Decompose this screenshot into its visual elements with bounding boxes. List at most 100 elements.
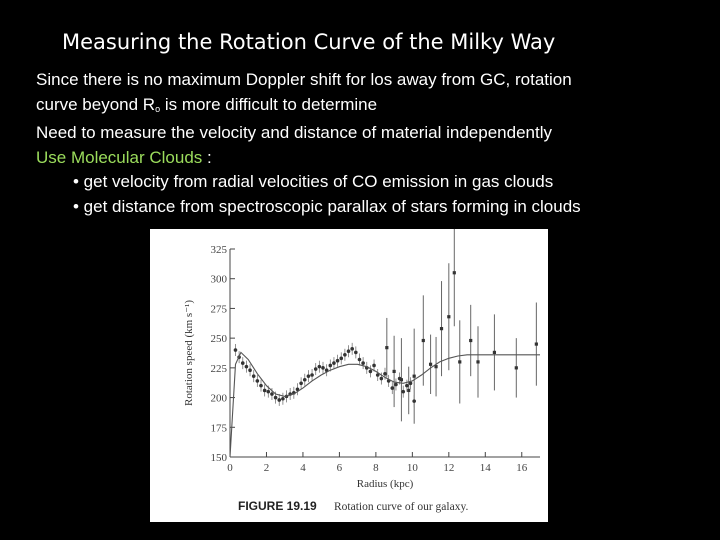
data-point (306, 374, 311, 378)
data-point (251, 374, 256, 378)
data-point (266, 389, 271, 394)
text-line-4-post: : (202, 147, 212, 167)
bullet-distance: • get distance from spectroscopic parall… (73, 196, 581, 216)
data-point (255, 379, 260, 383)
data-point (394, 382, 398, 387)
data-point (240, 361, 245, 365)
data-point (233, 348, 238, 352)
data-point (302, 377, 307, 382)
data-point (335, 358, 340, 363)
x-tick-label: 16 (516, 462, 528, 474)
data-point (412, 399, 416, 403)
text-line-2-post: is more difficult to determine (160, 94, 378, 114)
bullet-velocity: • get velocity from radial velocities of… (73, 172, 554, 191)
x-tick-label: 4 (300, 462, 306, 474)
error-bar-point (514, 366, 518, 370)
x-axis-label: Radius (kpc) (357, 478, 414, 490)
y-tick-label: 175 (211, 422, 228, 434)
data-point (281, 396, 285, 401)
error-bar-point (428, 362, 433, 366)
text-line-4: Use Molecular Clouds : (36, 146, 716, 171)
text-line-2-pre: curve beyond R (36, 94, 156, 114)
x-tick-label: 8 (373, 462, 379, 474)
error-bar-point (476, 360, 480, 364)
error-bar-point (392, 369, 396, 374)
y-tick-label: 275 (211, 303, 228, 315)
data-point (310, 373, 314, 377)
x-tick-label: 2 (264, 462, 270, 474)
error-bar-point (458, 360, 462, 364)
error-bar-point (412, 374, 416, 378)
y-tick-label: 250 (211, 333, 228, 345)
data-point (401, 389, 406, 394)
x-tick-label: 0 (227, 462, 233, 474)
chart-ticks: 150 175 200 225 250 275 300 325 0 2 4 6 8 10 12 14 16 (211, 244, 528, 474)
error-bar-point (407, 388, 411, 393)
highlight-molecular-clouds: Use Molecular Clouds (36, 147, 203, 167)
x-tick-label: 10 (407, 462, 419, 474)
data-point (328, 363, 333, 368)
slide-title: Measuring the Rotation Curve of the Milk… (62, 30, 556, 54)
y-tick-label: 300 (211, 274, 228, 286)
figure-number: FIGURE 19.19 (238, 499, 317, 513)
data-point (270, 392, 274, 396)
error-bar-point (452, 271, 456, 275)
chart-points (233, 342, 416, 408)
data-point (357, 357, 362, 362)
chart-error-bars (385, 229, 538, 424)
y-tick-label: 200 (211, 393, 228, 405)
y-tick-label: 325 (211, 244, 228, 256)
rotation-curve-chart: 150 175 200 225 250 275 300 325 0 2 4 6 8 10 12 14 16 Ra… (183, 229, 540, 513)
data-point (379, 376, 384, 381)
data-point (317, 364, 322, 369)
data-point (273, 395, 278, 400)
text-line-2: curve beyond Ro is more difficult to det… (36, 93, 716, 122)
error-bar-point (399, 378, 404, 382)
error-bar-point (447, 315, 451, 319)
error-bar-point (439, 327, 444, 331)
y-tick-label: 225 (211, 363, 228, 375)
data-point (408, 381, 413, 386)
text-line-3: Need to measure the velocity and distanc… (36, 123, 552, 142)
error-bar-point (534, 342, 538, 346)
data-point (343, 352, 347, 357)
error-bar-point (469, 338, 473, 343)
error-bar-point (421, 338, 425, 343)
data-point (339, 356, 344, 361)
data-point (405, 383, 409, 388)
data-point (383, 372, 387, 376)
data-point (350, 347, 354, 351)
text-line-1: Since there is no maximum Doppler shift … (36, 70, 572, 89)
rotation-curve-figure: 150 175 200 225 250 275 300 325 0 2 4 6 8 10 12 14 16 Ra… (150, 229, 548, 522)
x-tick-label: 14 (480, 462, 492, 474)
data-point (346, 349, 351, 354)
data-point (277, 398, 282, 402)
data-point (313, 367, 318, 371)
data-point (368, 369, 373, 374)
data-point (244, 364, 249, 369)
slide-body: Since there is no maximum Doppler shift … (36, 68, 716, 219)
r-subscript: o (155, 103, 161, 114)
figure-caption: Rotation curve of our galaxy. (334, 501, 468, 513)
data-point (332, 361, 336, 365)
error-bar-point (385, 346, 389, 350)
x-tick-label: 6 (337, 462, 343, 474)
data-point (361, 361, 365, 365)
data-point (248, 368, 252, 373)
data-point (354, 350, 358, 355)
error-bar-point (434, 365, 438, 369)
y-tick-label: 150 (211, 452, 228, 464)
error-bar-point (492, 350, 497, 355)
x-tick-label: 12 (443, 462, 454, 474)
chart-axes (229, 249, 540, 458)
data-point (321, 366, 325, 370)
data-point (262, 388, 267, 393)
data-point (295, 387, 300, 392)
data-point (390, 386, 395, 390)
data-point (259, 383, 263, 388)
data-point (397, 376, 402, 381)
data-point (375, 373, 380, 377)
model-curve-line (229, 351, 540, 458)
data-point (372, 363, 376, 368)
y-axis-label: Rotation speed (km s⁻¹) (183, 300, 195, 406)
